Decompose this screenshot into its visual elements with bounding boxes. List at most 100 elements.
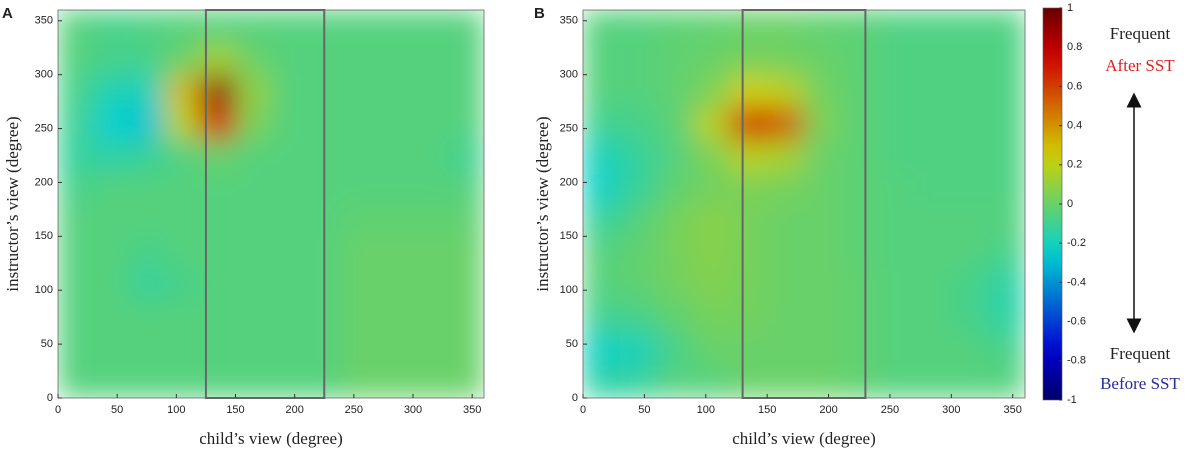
cell (448, 333, 484, 367)
cell (656, 236, 694, 270)
cell (951, 171, 989, 205)
cell (583, 171, 621, 205)
cell (448, 204, 484, 237)
heatmap (583, 10, 1025, 398)
x-tick-label: 250 (345, 404, 363, 416)
cell (656, 171, 694, 205)
cell (730, 171, 768, 205)
cell (377, 171, 414, 205)
cell (877, 74, 915, 108)
colorbar-tick-label: 0.2 (1067, 159, 1082, 171)
cell (877, 365, 915, 398)
cell (951, 301, 989, 334)
colorbar-tick-label: -0.6 (1067, 316, 1086, 328)
cell (129, 171, 165, 205)
cell (951, 365, 989, 398)
cell (877, 236, 915, 270)
cell (767, 74, 805, 108)
cell (804, 139, 842, 173)
cell (619, 107, 658, 140)
cell (164, 204, 201, 237)
cell (767, 107, 805, 140)
cell (271, 268, 307, 302)
cell (342, 333, 378, 367)
colorbar-tick-label: 0.4 (1067, 120, 1082, 132)
cell (619, 42, 658, 76)
cell (377, 365, 414, 398)
cell (342, 139, 378, 173)
cell (840, 301, 879, 334)
cell (235, 42, 272, 76)
cell (914, 10, 952, 43)
cell (656, 204, 694, 237)
cell (58, 10, 94, 43)
cell (235, 204, 272, 237)
cell (840, 365, 879, 398)
y-tick-label: 0 (572, 392, 578, 404)
cell (804, 171, 842, 205)
x-tick-label: 50 (638, 404, 650, 416)
cell (730, 301, 768, 334)
cell (951, 74, 989, 108)
cell (164, 139, 201, 173)
cell (164, 42, 201, 76)
cell (767, 268, 805, 302)
cell (656, 139, 694, 173)
cell (58, 301, 94, 334)
cell (271, 365, 307, 398)
cell (840, 107, 879, 140)
cell (413, 333, 449, 367)
cell (877, 107, 915, 140)
cell (583, 10, 621, 43)
cell (58, 42, 94, 76)
cell (583, 268, 621, 302)
cell (342, 74, 378, 108)
cell (951, 333, 989, 367)
cell (988, 171, 1025, 205)
cell (730, 74, 768, 108)
cell (730, 139, 768, 173)
colorbar-tick-label: 0.8 (1067, 41, 1082, 53)
cell (730, 107, 768, 140)
cell (58, 333, 94, 367)
cell (342, 301, 378, 334)
cell (988, 42, 1025, 76)
cell (129, 204, 165, 237)
cell (840, 42, 879, 76)
y-tick-label: 200 (560, 176, 578, 188)
x-tick-label: 150 (758, 404, 776, 416)
x-tick-label: 350 (463, 404, 481, 416)
cell (58, 139, 94, 173)
cell (93, 107, 130, 140)
cell (693, 171, 731, 205)
panel-label: B (534, 5, 545, 22)
cell (448, 139, 484, 173)
cell (693, 10, 731, 43)
cell (951, 42, 989, 76)
cell (93, 365, 130, 398)
cell (730, 268, 768, 302)
cell (988, 268, 1025, 302)
cell (951, 204, 989, 237)
cell (271, 10, 307, 43)
cell (804, 301, 842, 334)
x-tick-label: 150 (226, 404, 244, 416)
cell (413, 204, 449, 237)
cell (583, 204, 621, 237)
cell (235, 268, 272, 302)
cell (914, 236, 952, 270)
cell (271, 333, 307, 367)
y-axis-label: instructor’s view (degree) (533, 116, 552, 291)
cell (164, 74, 201, 108)
cell (914, 42, 952, 76)
cell (129, 74, 165, 108)
cell (804, 74, 842, 108)
cell (58, 74, 94, 108)
cell (730, 365, 768, 398)
cell (58, 236, 94, 270)
cell (164, 333, 201, 367)
cell (619, 171, 658, 205)
cell (693, 236, 731, 270)
y-axis-label: instructor’s view (degree) (3, 116, 22, 291)
cell (914, 268, 952, 302)
